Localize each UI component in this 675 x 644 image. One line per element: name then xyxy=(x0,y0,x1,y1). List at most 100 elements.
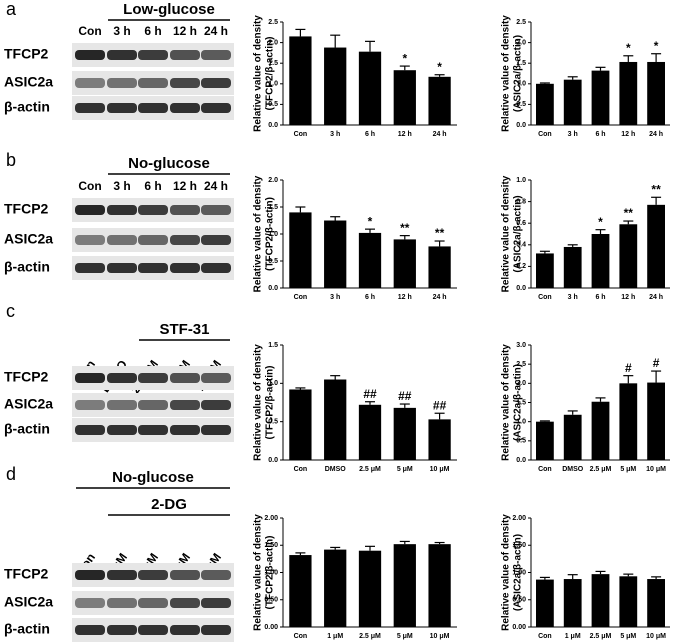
y-axis-label: (ASIC2a/β-actin) xyxy=(513,35,524,112)
bar xyxy=(591,234,610,288)
band xyxy=(75,425,105,435)
x-tick-label: 3 h xyxy=(568,294,578,301)
band xyxy=(107,103,137,113)
band xyxy=(138,373,168,383)
x-tick-label: 10 μM xyxy=(646,633,666,640)
bar xyxy=(619,224,638,288)
y-tick-label: 1.50 xyxy=(512,542,526,549)
band xyxy=(107,263,137,273)
x-tick-label: 3 h xyxy=(330,294,340,301)
protein-label: ASIC2a xyxy=(4,396,53,412)
bar xyxy=(647,579,665,627)
significance: # xyxy=(625,361,632,375)
x-tick-label: 6 h xyxy=(365,131,375,138)
bar xyxy=(289,389,312,460)
y-tick-label: 2.0 xyxy=(268,177,278,184)
y-tick-label: 0.0 xyxy=(516,122,526,129)
y-axis-label: Relative value of density xyxy=(253,344,264,461)
protein-label: ASIC2a xyxy=(4,231,53,247)
band xyxy=(170,78,200,88)
band xyxy=(201,103,231,113)
significance: ** xyxy=(400,221,410,235)
band xyxy=(170,50,200,60)
y-axis-label: Relative value of density xyxy=(501,15,512,132)
y-tick-label: 1.5 xyxy=(268,342,278,349)
y-tick-label: 0.8 xyxy=(516,198,526,205)
x-tick-label: 1 μM xyxy=(327,633,343,640)
x-tick-label: 24 h xyxy=(433,294,447,301)
lane-label: 3 h xyxy=(113,179,130,193)
band xyxy=(75,205,105,215)
band xyxy=(75,78,105,88)
band xyxy=(201,598,231,608)
bar xyxy=(536,83,554,125)
y-tick-label: 1.0 xyxy=(268,231,278,238)
x-tick-label: 5 μM xyxy=(397,466,413,473)
band xyxy=(107,598,137,608)
x-tick-label: 24 h xyxy=(649,294,663,301)
x-tick-label: Con xyxy=(538,466,552,473)
band xyxy=(201,78,231,88)
band xyxy=(107,425,137,435)
x-tick-label: 10 μM xyxy=(430,633,450,640)
protein-label: ASIC2a xyxy=(4,74,53,90)
bar xyxy=(647,204,665,288)
bar xyxy=(536,579,554,627)
x-tick-label: 3 h xyxy=(568,131,578,138)
y-tick-label: 0.0 xyxy=(516,457,526,464)
condition-header: No-glucose xyxy=(112,469,194,486)
band xyxy=(170,205,200,215)
bar xyxy=(358,51,382,125)
bar xyxy=(324,47,347,125)
x-tick-label: 2.5 μM xyxy=(359,466,381,473)
condition-header: 2-DG xyxy=(151,496,187,513)
x-tick-label: 12 h xyxy=(398,294,412,301)
bar xyxy=(619,61,638,125)
x-tick-label: DMSO xyxy=(562,466,584,473)
protein-label: TFCP2 xyxy=(4,201,49,217)
lane-label: 6 h xyxy=(144,179,161,193)
y-axis-label: (TFCP2/β-actin) xyxy=(265,536,276,610)
band xyxy=(107,625,137,635)
bar xyxy=(563,414,582,460)
band xyxy=(138,205,168,215)
bar xyxy=(393,70,416,125)
band xyxy=(138,235,168,245)
condition-header: Low-glucose xyxy=(123,1,215,18)
band xyxy=(138,425,168,435)
y-tick-label: 1.5 xyxy=(516,399,526,406)
bar xyxy=(591,401,610,460)
band xyxy=(107,50,137,60)
x-tick-label: 10 μM xyxy=(646,466,666,473)
bar xyxy=(591,70,610,125)
panel-letter: d xyxy=(6,464,16,484)
band xyxy=(138,570,168,580)
x-tick-label: 5 μM xyxy=(397,633,413,640)
lane-label: 12 h xyxy=(173,179,197,193)
y-axis-label: (TFCP2/β-actin) xyxy=(265,37,276,111)
significance: ## xyxy=(363,387,377,401)
y-tick-label: 0.4 xyxy=(516,242,526,249)
y-axis-label: (TFCP2/β-actin) xyxy=(265,366,276,440)
panel-letter: a xyxy=(6,0,17,19)
band xyxy=(138,103,168,113)
y-axis-label: Relative value of density xyxy=(501,344,512,461)
y-axis-label: (ASIC2a/β-actin) xyxy=(513,195,524,272)
y-tick-label: 0.0 xyxy=(268,457,278,464)
lane-label: Con xyxy=(78,24,101,38)
x-tick-label: 6 h xyxy=(595,294,605,301)
y-tick-label: 0.6 xyxy=(516,220,526,227)
y-tick-label: 2.0 xyxy=(516,39,526,46)
y-axis-label: Relative value of density xyxy=(253,514,264,631)
x-tick-label: 6 h xyxy=(595,131,605,138)
y-tick-label: 1.0 xyxy=(268,380,278,387)
x-tick-label: 3 h xyxy=(330,131,340,138)
band xyxy=(107,400,137,410)
protein-label: ASIC2a xyxy=(4,594,53,610)
y-axis-label: Relative value of density xyxy=(501,175,512,292)
x-tick-label: 1 μM xyxy=(565,633,581,640)
significance: * xyxy=(598,215,603,229)
significance: ## xyxy=(433,398,447,412)
significance: * xyxy=(368,214,373,228)
